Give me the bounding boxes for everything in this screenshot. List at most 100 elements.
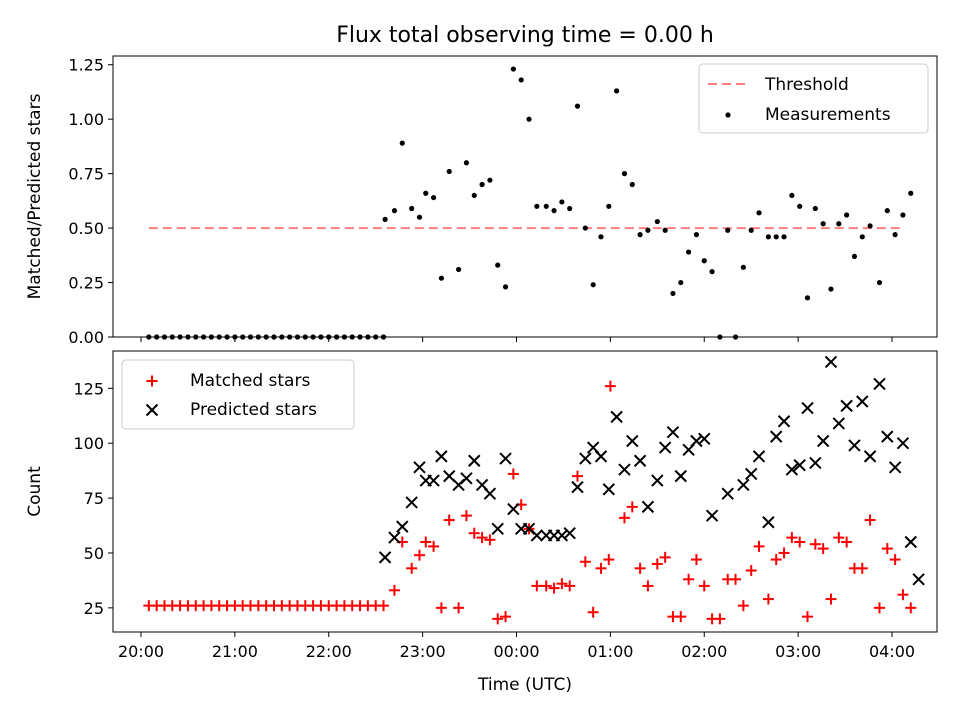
measurement-point <box>590 282 596 288</box>
legend-matched-label: Matched stars <box>190 371 310 391</box>
predicted-star-point <box>832 417 846 430</box>
predicted-star-point <box>491 522 504 536</box>
axes-frame <box>112 350 938 633</box>
measurement-point <box>740 264 746 270</box>
matched-star-point <box>651 558 663 570</box>
measurement-point <box>479 181 485 188</box>
measurement-point <box>844 212 850 218</box>
measurement-point <box>446 168 452 175</box>
measurement-point <box>748 227 754 233</box>
measurement-point <box>146 334 152 340</box>
measurement-point <box>349 334 355 340</box>
matched-star-point <box>778 547 790 559</box>
measurement-point <box>884 208 890 214</box>
measurement-point <box>510 66 516 72</box>
measurement-point <box>621 171 628 177</box>
matched-star-point <box>406 562 418 574</box>
measurement-point <box>582 225 588 231</box>
measurement-point <box>365 334 371 340</box>
matched-star-point <box>413 549 425 561</box>
predicted-star-point <box>848 439 861 452</box>
matched-star-point <box>897 589 909 601</box>
matched-star-point <box>873 602 885 614</box>
measurement-point <box>756 210 762 216</box>
predicted-star-point <box>651 474 664 487</box>
measurement-point <box>502 284 509 290</box>
measurement-point <box>789 192 795 199</box>
measurement-point <box>686 249 692 255</box>
measurement-point <box>373 334 379 340</box>
measurement-point <box>804 295 811 301</box>
measurement-point <box>828 286 834 292</box>
matched-star-point <box>548 582 560 594</box>
predicted-star-point <box>762 516 775 529</box>
predicted-star-point <box>641 500 655 514</box>
predicted-star-point <box>840 399 853 413</box>
predicted-star-point <box>809 456 822 470</box>
matched-star-point <box>603 554 615 566</box>
measurement-point <box>495 262 501 268</box>
measurement-point <box>836 221 842 227</box>
matched-star-point <box>745 565 757 577</box>
measurement-point <box>240 334 246 340</box>
matched-star-point <box>802 611 814 623</box>
x-tick-label: 21:00 <box>212 642 258 661</box>
measurement-point <box>725 227 731 233</box>
measurement-point <box>169 334 175 340</box>
matched-star-point <box>794 536 806 548</box>
predicted-star-point <box>618 463 631 476</box>
matched-star-point <box>770 554 782 566</box>
predicted-star-point <box>721 487 734 500</box>
matched-star-point <box>809 538 821 550</box>
predicted-star-point <box>752 450 766 463</box>
y-tick-label: 0.75 <box>68 165 104 184</box>
matched-star-point <box>453 602 465 614</box>
predicted-star-point <box>863 450 877 463</box>
x-tick-label: 04:00 <box>869 642 915 661</box>
matched-star-point <box>618 512 630 524</box>
measurement-point <box>851 253 858 260</box>
predicted-star-point <box>904 535 917 549</box>
measurement-point <box>559 199 565 205</box>
legend-frame <box>121 359 355 430</box>
matched-star-point <box>698 580 710 592</box>
matched-star-point <box>690 554 702 566</box>
y-axis-label: Count <box>25 466 45 517</box>
measurement-point <box>208 334 215 340</box>
matched-star-point <box>388 584 400 596</box>
predicted-star-point <box>396 520 409 533</box>
predicted-star-point <box>666 426 680 439</box>
measurement-point <box>341 334 347 340</box>
measurement-point <box>263 334 269 340</box>
matched-star-point <box>737 600 749 612</box>
measurement-point <box>463 160 470 166</box>
predicted-star-point <box>770 430 783 443</box>
y-tick-label: 100 <box>73 434 104 453</box>
matched-star-point <box>881 543 893 555</box>
matched-star-point <box>595 562 607 574</box>
measurement-point <box>859 234 865 240</box>
legend-predicted-label: Predicted stars <box>190 400 317 420</box>
y-tick-label: 0.50 <box>68 219 104 238</box>
measurement-point <box>629 181 635 188</box>
predicted-star-point <box>705 509 719 522</box>
measurement-point <box>177 334 183 340</box>
predicted-star-point <box>801 401 814 415</box>
x-tick-label: 02:00 <box>681 642 727 661</box>
matched-star-point <box>492 613 504 625</box>
measurement-point <box>908 190 914 196</box>
matched-star-point <box>856 562 868 574</box>
measurement-point <box>333 334 340 340</box>
x-tick-label: 23:00 <box>400 642 446 661</box>
measurement-point <box>606 203 612 209</box>
y-tick-label: 1.25 <box>68 56 104 75</box>
measurement-point <box>637 232 643 238</box>
legend-matched-swatch <box>146 375 158 387</box>
matched-star-point <box>841 536 853 548</box>
matched-star-point <box>564 580 576 592</box>
matched-star-point <box>889 554 901 566</box>
matched-star-point <box>634 562 646 574</box>
y-tick-label: 75 <box>84 489 104 508</box>
matched-star-point <box>540 580 552 592</box>
matched-star-point <box>420 536 432 548</box>
